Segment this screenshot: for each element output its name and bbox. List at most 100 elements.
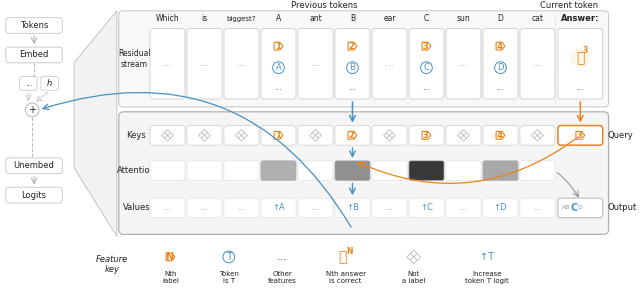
Text: AB: AB (562, 206, 570, 210)
Text: Attention: Attention (117, 166, 156, 175)
Text: Logits: Logits (22, 191, 47, 200)
Text: ...: ... (385, 203, 394, 212)
Text: 3: 3 (422, 42, 428, 51)
FancyBboxPatch shape (150, 161, 185, 181)
Circle shape (420, 62, 432, 74)
Text: C: C (424, 14, 429, 23)
FancyBboxPatch shape (409, 161, 444, 181)
Text: ...: ... (533, 59, 542, 68)
Text: 2: 2 (349, 42, 355, 51)
Polygon shape (422, 131, 431, 139)
Text: ↑D: ↑D (493, 203, 508, 212)
FancyBboxPatch shape (298, 198, 333, 218)
Text: is: is (202, 14, 207, 23)
FancyBboxPatch shape (520, 29, 555, 99)
Text: B: B (350, 14, 355, 23)
Text: ...: ... (460, 203, 467, 212)
Text: 4: 4 (497, 42, 502, 51)
Text: 3: 3 (422, 131, 428, 140)
Text: Feature
key: Feature key (96, 255, 128, 275)
FancyBboxPatch shape (558, 126, 603, 145)
FancyBboxPatch shape (446, 198, 481, 218)
Text: C: C (571, 203, 578, 213)
FancyBboxPatch shape (261, 126, 296, 145)
Polygon shape (407, 250, 420, 264)
FancyBboxPatch shape (335, 126, 370, 145)
FancyBboxPatch shape (409, 29, 444, 99)
FancyBboxPatch shape (372, 161, 407, 181)
Text: A: A (276, 63, 282, 72)
Circle shape (495, 62, 506, 74)
Text: D: D (577, 206, 582, 210)
Text: ...: ... (277, 252, 288, 262)
Text: ...: ... (312, 203, 319, 212)
Text: Nth answer
is correct: Nth answer is correct (326, 271, 365, 284)
FancyBboxPatch shape (483, 29, 518, 99)
Text: Unembed: Unembed (13, 161, 54, 170)
FancyBboxPatch shape (483, 161, 518, 181)
FancyBboxPatch shape (335, 29, 370, 99)
Circle shape (571, 48, 590, 68)
Text: ...: ... (349, 83, 356, 92)
Text: ...: ... (237, 59, 246, 68)
FancyBboxPatch shape (119, 11, 609, 107)
Polygon shape (348, 131, 357, 139)
FancyBboxPatch shape (187, 126, 222, 145)
Text: sun: sun (456, 14, 470, 23)
Text: Output: Output (607, 203, 637, 212)
Text: Increase
token T logit: Increase token T logit (465, 271, 509, 284)
Text: 2: 2 (349, 131, 355, 140)
FancyBboxPatch shape (520, 161, 555, 181)
FancyBboxPatch shape (224, 126, 259, 145)
FancyBboxPatch shape (372, 198, 407, 218)
FancyBboxPatch shape (150, 126, 185, 145)
Polygon shape (236, 130, 247, 141)
Text: Values: Values (122, 203, 150, 212)
Text: Other
features: Other features (268, 271, 297, 284)
Circle shape (223, 251, 235, 263)
Text: C: C (424, 63, 429, 72)
FancyBboxPatch shape (409, 126, 444, 145)
Text: D: D (497, 63, 504, 72)
Text: ...: ... (459, 59, 468, 68)
Text: B: B (349, 63, 355, 72)
Text: ear: ear (383, 14, 396, 23)
Text: ...: ... (497, 83, 504, 92)
Polygon shape (274, 42, 283, 50)
Text: 💡: 💡 (576, 51, 584, 65)
Text: h: h (47, 79, 52, 88)
Polygon shape (496, 131, 505, 139)
Text: ...: ... (385, 59, 394, 68)
Circle shape (273, 62, 284, 74)
Text: 1: 1 (275, 131, 280, 140)
FancyBboxPatch shape (187, 161, 222, 181)
FancyBboxPatch shape (261, 161, 296, 181)
FancyBboxPatch shape (409, 198, 444, 218)
FancyBboxPatch shape (520, 126, 555, 145)
Text: ↑B: ↑B (346, 203, 359, 212)
Text: ...: ... (237, 203, 245, 212)
FancyBboxPatch shape (224, 161, 259, 181)
Text: ...: ... (163, 59, 172, 68)
Text: Residual
stream: Residual stream (118, 49, 150, 69)
Text: 💡: 💡 (339, 250, 347, 264)
Text: ...: ... (200, 59, 209, 68)
Text: D: D (497, 14, 504, 23)
FancyBboxPatch shape (558, 198, 603, 218)
FancyBboxPatch shape (446, 126, 481, 145)
FancyBboxPatch shape (187, 198, 222, 218)
Text: ...: ... (422, 83, 431, 92)
Text: ...: ... (275, 83, 282, 92)
FancyBboxPatch shape (446, 161, 481, 181)
FancyBboxPatch shape (6, 158, 62, 174)
FancyBboxPatch shape (335, 198, 370, 218)
Text: ↑C: ↑C (420, 203, 433, 212)
Polygon shape (576, 131, 585, 139)
Text: ...: ... (311, 59, 320, 68)
Text: N: N (165, 252, 173, 262)
Text: ant: ant (309, 14, 322, 23)
FancyBboxPatch shape (6, 18, 62, 33)
Polygon shape (162, 130, 173, 141)
Polygon shape (348, 42, 357, 50)
Text: ...: ... (25, 79, 32, 88)
